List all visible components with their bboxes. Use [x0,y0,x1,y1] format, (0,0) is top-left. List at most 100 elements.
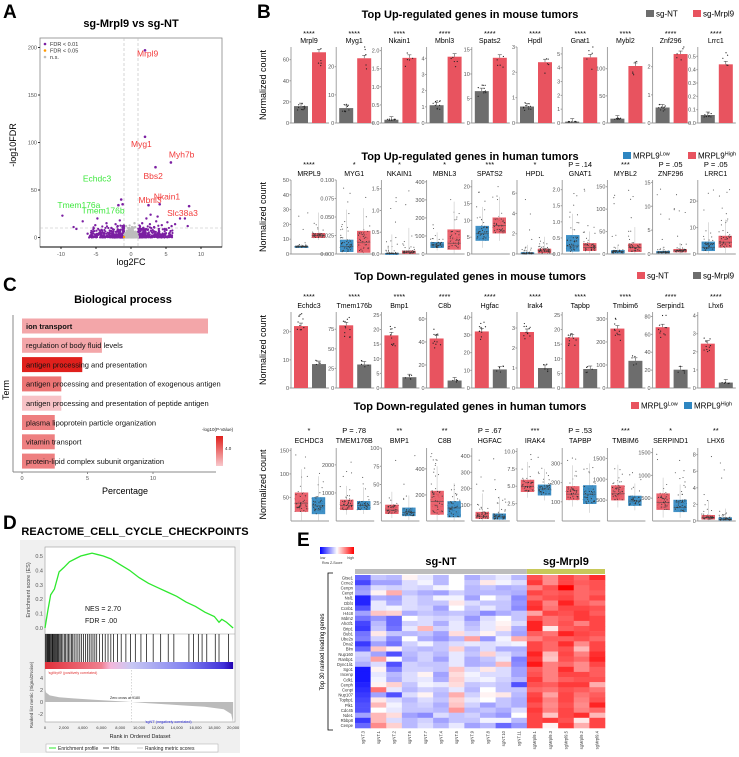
sample-point [457,243,459,245]
y-tick-label: 200 [551,481,560,487]
y-tick-label: 0.100 [320,178,334,184]
sample-point [494,230,496,232]
sample-point [663,106,665,108]
sample-point [437,508,439,510]
sample-point [705,345,707,348]
sample-point [432,244,435,246]
bar-sg-mrpl9 [402,377,417,388]
sample-point [679,250,681,253]
y-tick-label: 2 [648,65,651,71]
sample-point [315,496,317,498]
sample-point [458,231,460,233]
sample-point [365,68,368,70]
sample-point [359,509,361,511]
data-point [134,225,137,229]
sample-point [567,496,569,498]
sample-point [386,118,389,120]
y-tick-label: 150 [28,93,37,99]
box-high [447,229,461,250]
sample-point [712,248,714,250]
sample-point [430,483,432,485]
sample-point [367,247,369,249]
sample-point [346,105,349,108]
sample-point [539,240,541,242]
point-fdr-0.01 [146,232,149,235]
sample-point [367,502,369,504]
sample-point [703,209,705,211]
sample-point [496,502,498,504]
sample-point [408,190,410,192]
y-tick-label: 2 [512,70,515,76]
sample-point [587,239,589,241]
sample-point [480,476,482,478]
sample-point [305,244,307,246]
sample-point [481,328,483,330]
sample-point [296,246,298,248]
sample-point [367,364,369,366]
sample-point [313,506,315,508]
sample-point [349,244,351,246]
sample-point [348,109,350,111]
significance-label: * [398,160,401,169]
sample-point [631,488,633,490]
y-tick-label: 0 [693,252,696,258]
sample-point [497,497,500,499]
labeled-point [154,165,157,169]
sample-point [591,494,593,496]
sample-point [636,60,638,63]
sample-point [351,500,353,502]
y-tick-label: 0.0 [688,121,696,127]
sample-point [528,490,530,492]
sample-point [719,246,721,248]
sample-point [504,510,506,512]
sample-point [438,100,441,102]
sample-point [727,218,729,220]
sample-point [453,242,455,244]
sample-point [526,486,528,488]
sample-point [411,515,413,517]
point-fdr-0.01 [116,236,119,239]
box-low [520,252,535,255]
sample-point [664,252,666,254]
sample-point [594,245,596,247]
sample-point [591,368,593,370]
sample-point [637,244,639,247]
sample-point [667,252,669,254]
sample-point [306,475,308,477]
legend-swatch [631,402,639,409]
point-fdr-0.01 [103,234,106,238]
gene-name: Lhx6 [708,303,723,310]
sample-point [349,336,351,338]
sample-point [402,252,405,254]
sample-point [570,492,572,495]
sample-point [435,459,437,461]
y-tick-label: 5 [376,371,379,377]
sample-point [454,493,457,495]
sample-point [317,228,319,230]
sample-point [523,481,525,483]
sample-point [433,493,435,495]
sample-point [486,512,488,515]
data-point [155,220,158,223]
y-tick-label: 20 [328,65,334,71]
significance-label: P = .05 [659,160,683,169]
sample-point [630,247,632,249]
box-low [520,479,535,493]
sample-point [344,325,346,328]
sample-point [437,245,439,247]
sample-point [618,485,620,487]
sample-point [410,250,412,252]
sample-point [684,211,686,214]
sample-point [433,333,435,336]
point-fdr-0.01 [146,225,149,228]
sample-point [530,249,532,251]
sample-point [476,206,478,208]
sample-point [591,492,593,494]
sample-point [548,486,550,488]
sample-point [430,456,432,458]
sample-point [707,192,709,194]
sample-point [673,209,675,211]
data-point [135,232,138,235]
